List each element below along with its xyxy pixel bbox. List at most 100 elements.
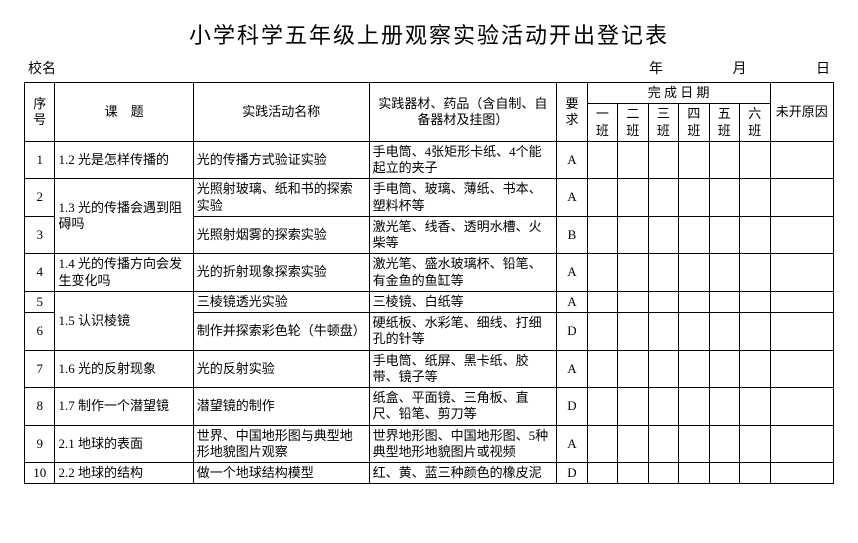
cell-topic: 2.2 地球的结构	[55, 463, 193, 484]
cell-class5	[709, 141, 739, 179]
table-row: 92.1 地球的表面世界、中国地形图与典型地形地貌图片观察世界地形图、中国地形图…	[25, 425, 834, 463]
table-row: 102.2 地球的结构做一个地球结构模型红、黄、蓝三种颜色的橡皮泥D	[25, 463, 834, 484]
cell-activity: 做一个地球结构模型	[193, 463, 369, 484]
meta-row: 校名 年 月 日	[24, 58, 834, 82]
cell-class3	[648, 216, 678, 254]
cell-requirement: A	[557, 179, 587, 217]
cell-requirement: D	[557, 313, 587, 351]
cell-activity: 光的传播方式验证实验	[193, 141, 369, 179]
table-row: 51.5 认识棱镜三棱镜透光实验三棱镜、白纸等A	[25, 291, 834, 312]
date-part: 年 月 日	[583, 58, 830, 78]
cell-class6	[740, 350, 771, 388]
cell-reason	[770, 463, 833, 484]
cell-seq: 1	[25, 141, 55, 179]
cell-seq: 8	[25, 388, 55, 426]
cell-activity: 潜望镜的制作	[193, 388, 369, 426]
cell-requirement: D	[557, 463, 587, 484]
cell-class3	[648, 179, 678, 217]
table-head: 序号 课 题 实践活动名称 实践器材、药品（含自制、自备器材及挂图） 要求 完 …	[25, 83, 834, 142]
cell-topic: 1.3 光的传播会遇到阻碍吗	[55, 179, 193, 254]
cell-class2	[618, 179, 648, 217]
table-body: 11.2 光是怎样传播的光的传播方式验证实验手电筒、4张矩形卡纸、4个能起立的夹…	[25, 141, 834, 484]
cell-class3	[648, 388, 678, 426]
cell-equipment: 三棱镜、白纸等	[369, 291, 557, 312]
th-class6: 六班	[740, 104, 771, 142]
cell-class2	[618, 291, 648, 312]
cell-seq: 3	[25, 216, 55, 254]
th-equipment: 实践器材、药品（含自制、自备器材及挂图）	[369, 83, 557, 142]
cell-requirement: A	[557, 291, 587, 312]
cell-equipment: 手电筒、纸屏、黑卡纸、胶带、镜子等	[369, 350, 557, 388]
cell-class5	[709, 291, 739, 312]
cell-class4	[679, 291, 709, 312]
cell-class3	[648, 350, 678, 388]
cell-class6	[740, 463, 771, 484]
cell-seq: 7	[25, 350, 55, 388]
cell-requirement: A	[557, 141, 587, 179]
cell-class1	[587, 425, 617, 463]
cell-class6	[740, 291, 771, 312]
cell-class4	[679, 216, 709, 254]
cell-class3	[648, 254, 678, 292]
cell-class2	[618, 254, 648, 292]
cell-class1	[587, 463, 617, 484]
cell-activity: 光的反射实验	[193, 350, 369, 388]
cell-topic: 1.2 光是怎样传播的	[55, 141, 193, 179]
cell-topic: 1.6 光的反射现象	[55, 350, 193, 388]
cell-topic: 1.4 光的传播方向会发生变化吗	[55, 254, 193, 292]
cell-equipment: 红、黄、蓝三种颜色的橡皮泥	[369, 463, 557, 484]
cell-class2	[618, 388, 648, 426]
day-label: 日	[790, 58, 830, 78]
cell-activity: 光的折射现象探索实验	[193, 254, 369, 292]
cell-class2	[618, 216, 648, 254]
cell-reason	[770, 254, 833, 292]
cell-class2	[618, 313, 648, 351]
table-row: 41.4 光的传播方向会发生变化吗光的折射现象探索实验激光笔、盛水玻璃杯、铅笔、…	[25, 254, 834, 292]
cell-seq: 5	[25, 291, 55, 312]
cell-requirement: A	[557, 254, 587, 292]
table-row: 21.3 光的传播会遇到阻碍吗光照射玻璃、纸和书的探索实验手电筒、玻璃、薄纸、书…	[25, 179, 834, 217]
cell-class2	[618, 425, 648, 463]
cell-class1	[587, 313, 617, 351]
cell-class1	[587, 291, 617, 312]
cell-seq: 4	[25, 254, 55, 292]
cell-class1	[587, 388, 617, 426]
th-requirement: 要求	[557, 83, 587, 142]
cell-equipment: 手电筒、4张矩形卡纸、4个能起立的夹子	[369, 141, 557, 179]
th-class1: 一班	[587, 104, 617, 142]
cell-class6	[740, 425, 771, 463]
cell-reason	[770, 179, 833, 217]
cell-class3	[648, 291, 678, 312]
cell-class5	[709, 388, 739, 426]
cell-activity: 光照射玻璃、纸和书的探索实验	[193, 179, 369, 217]
cell-reason	[770, 291, 833, 312]
cell-class4	[679, 425, 709, 463]
cell-equipment: 纸盒、平面镜、三角板、直尺、铅笔、剪刀等	[369, 388, 557, 426]
th-reason: 未开原因	[770, 83, 833, 142]
cell-equipment: 激光笔、盛水玻璃杯、铅笔、有金鱼的鱼缸等	[369, 254, 557, 292]
cell-class1	[587, 216, 617, 254]
cell-class4	[679, 463, 709, 484]
cell-reason	[770, 425, 833, 463]
cell-class5	[709, 313, 739, 351]
cell-reason	[770, 350, 833, 388]
th-class4: 四班	[679, 104, 709, 142]
cell-equipment: 硬纸板、水彩笔、细线、打细孔的针等	[369, 313, 557, 351]
cell-class5	[709, 216, 739, 254]
th-topic: 课 题	[55, 83, 193, 142]
cell-seq: 9	[25, 425, 55, 463]
cell-class6	[740, 388, 771, 426]
cell-class6	[740, 254, 771, 292]
th-completion: 完 成 日 期	[587, 83, 770, 104]
cell-requirement: A	[557, 350, 587, 388]
cell-class2	[618, 463, 648, 484]
cell-activity: 世界、中国地形图与典型地形地貌图片观察	[193, 425, 369, 463]
cell-class6	[740, 179, 771, 217]
cell-requirement: D	[557, 388, 587, 426]
cell-topic: 2.1 地球的表面	[55, 425, 193, 463]
cell-class3	[648, 463, 678, 484]
cell-class6	[740, 216, 771, 254]
cell-equipment: 手电筒、玻璃、薄纸、书本、塑料杯等	[369, 179, 557, 217]
record-table: 序号 课 题 实践活动名称 实践器材、药品（含自制、自备器材及挂图） 要求 完 …	[24, 82, 834, 484]
table-row: 11.2 光是怎样传播的光的传播方式验证实验手电筒、4张矩形卡纸、4个能起立的夹…	[25, 141, 834, 179]
